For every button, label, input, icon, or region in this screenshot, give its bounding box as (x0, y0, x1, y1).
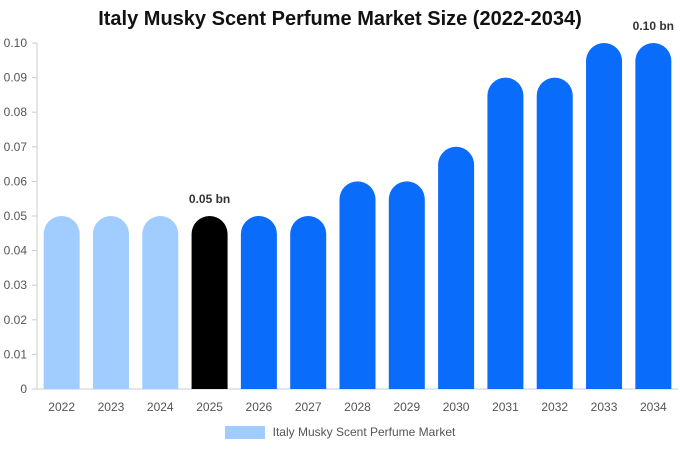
bar (487, 77, 524, 390)
x-tick-label: 2031 (492, 400, 519, 414)
bar (438, 146, 475, 389)
y-tick-label: 0 (20, 382, 27, 396)
x-tick-label: 2030 (443, 400, 470, 414)
bar (635, 43, 672, 389)
y-tick-label: 0.04 (4, 244, 28, 258)
y-tick-label: 0.05 (4, 209, 28, 223)
data-label: 0.10 bn (633, 19, 674, 33)
y-tick-label: 0.01 (4, 347, 28, 361)
y-tick-label: 0.09 (4, 71, 28, 85)
legend-label: Italy Musky Scent Perfume Market (272, 425, 456, 439)
bar (92, 216, 129, 389)
x-tick-label: 2029 (393, 400, 420, 414)
legend-swatch (224, 425, 265, 439)
x-tick-label: 2027 (295, 400, 322, 414)
bar (339, 181, 376, 389)
bar (43, 216, 80, 389)
x-tick-label: 2026 (246, 400, 273, 414)
y-tick-label: 0.06 (4, 174, 28, 188)
legend: Italy Musky Scent Perfume Market (0, 425, 680, 439)
bar (586, 43, 623, 389)
y-tick-label: 0.08 (4, 105, 28, 119)
y-tick-label: 0.03 (4, 278, 28, 292)
bar (388, 181, 425, 389)
bar (142, 216, 179, 389)
y-tick-label: 0.02 (4, 313, 28, 327)
y-tick-label: 0.10 (4, 36, 28, 50)
x-tick-label: 2022 (48, 400, 75, 414)
bar (290, 216, 327, 389)
x-tick-label: 2033 (591, 400, 618, 414)
bar (191, 216, 228, 389)
x-tick-label: 2023 (98, 400, 125, 414)
chart-title: Italy Musky Scent Perfume Market Size (2… (98, 8, 582, 30)
x-tick-label: 2028 (344, 400, 371, 414)
data-label: 0.05 bn (189, 192, 230, 206)
x-tick-label: 2032 (541, 400, 568, 414)
x-tick-label: 2025 (196, 400, 223, 414)
y-tick-label: 0.07 (4, 140, 28, 154)
bar (536, 77, 573, 389)
x-tick-label: 2024 (147, 400, 174, 414)
x-tick-label: 2034 (640, 400, 667, 414)
bar (240, 216, 277, 389)
